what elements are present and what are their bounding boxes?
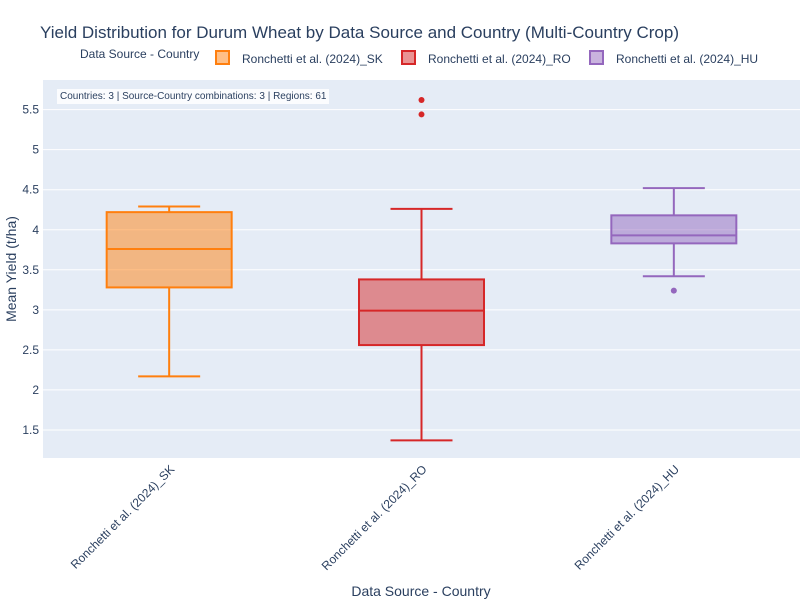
boxes — [105, 97, 738, 442]
x-axis-title: Data Source - Country — [351, 583, 490, 599]
y-tick-label: 4.5 — [22, 183, 39, 197]
legend: Data Source - Country Ronchetti et al. (… — [80, 46, 780, 70]
y-tick-label: 2.5 — [22, 343, 39, 357]
box-3[interactable] — [610, 187, 738, 294]
y-tick-label: 1.5 — [22, 423, 39, 437]
x-axis-ticks: Ronchetti et al. (2024)_SK Ronchetti et a… — [68, 462, 682, 573]
x-tick-label: Ronchetti et al. (2024)_SK — [68, 462, 177, 571]
y-tick-label: 5 — [32, 143, 39, 157]
legend-item-sk[interactable]: Ronchetti et al. (2024)_SK — [215, 50, 383, 67]
y-tick-label: 2 — [32, 383, 39, 397]
legend-label-sk: Ronchetti et al. (2024)_SK — [242, 51, 383, 66]
outlier-point — [418, 97, 425, 104]
iqr-box — [358, 278, 485, 347]
y-tick-label: 5.5 — [22, 103, 39, 117]
legend-swatch-sk — [215, 50, 230, 66]
legend-item-hu[interactable]: Ronchetti et al. (2024)_HU — [589, 50, 759, 67]
box-1[interactable] — [105, 205, 233, 378]
x-tick-label: Ronchetti et al. (2024)_RO — [319, 462, 430, 573]
y-axis-title: Mean Yield (t/ha) — [3, 216, 19, 322]
y-tick-label: 4 — [32, 223, 39, 237]
legend-label-hu: Ronchetti et al. (2024)_HU — [616, 51, 759, 66]
y-tick-label: 3 — [32, 303, 39, 317]
legend-item-ro[interactable]: Ronchetti et al. (2024)_RO — [401, 50, 571, 67]
chart-title: Yield Distribution for Durum Wheat by Da… — [40, 23, 680, 42]
y-axis-ticks: 1.5 2 2.5 3 3.5 4 4.5 5 5.5 — [22, 103, 39, 437]
y-tick-label: 3.5 — [22, 263, 39, 277]
outlier-point — [418, 111, 425, 118]
outlier-point — [670, 287, 677, 294]
stats-annotation: Countries: 3 | Source-Country combinatio… — [57, 89, 330, 104]
legend-label-ro: Ronchetti et al. (2024)_RO — [428, 51, 571, 66]
iqr-box — [610, 214, 738, 245]
legend-swatch-hu — [589, 50, 604, 66]
legend-title: Data Source - Country — [80, 47, 200, 61]
x-tick-label: Ronchetti et al. (2024)_HU — [572, 462, 682, 572]
legend-swatch-ro — [401, 50, 416, 66]
box-2[interactable] — [358, 97, 485, 442]
